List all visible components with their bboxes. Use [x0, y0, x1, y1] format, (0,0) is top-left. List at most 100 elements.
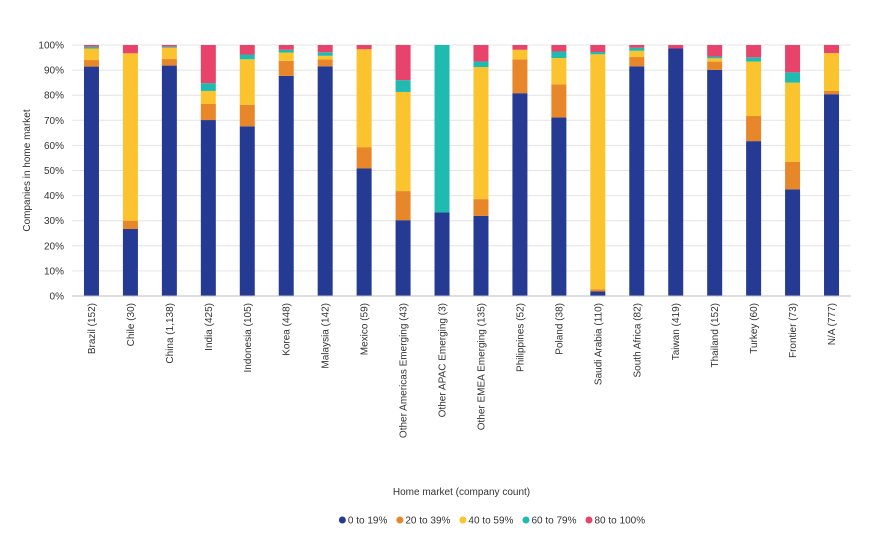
- bar-segment-20-to-39: [551, 84, 567, 118]
- x-tick-label: Other Americas Emerging (43): [399, 303, 410, 438]
- x-tick-label: Frontier (73): [788, 303, 799, 358]
- bar-segment-60-to-79: [434, 45, 450, 213]
- bar-segment-20-to-39: [629, 57, 645, 67]
- legend-item-60-to-79: 60 to 79%: [522, 516, 577, 527]
- x-tick-label: Thailand (152): [710, 303, 721, 367]
- bar-group-other-americas-emerging-43: [395, 45, 411, 296]
- bar-segment-40-to-59: [356, 49, 372, 148]
- bar-group-taiwan-419: [668, 45, 684, 296]
- bar-segment-60-to-79: [278, 49, 294, 53]
- bar-segment-0-to-19: [161, 65, 177, 296]
- bar-segment-0-to-19: [512, 93, 528, 296]
- y-tick-label: 0%: [50, 292, 65, 303]
- bar-segment-0-to-19: [668, 48, 684, 296]
- legend-marker: [338, 516, 346, 524]
- bar-segment-40-to-59: [785, 82, 801, 162]
- bar-segment-60-to-79: [317, 52, 333, 56]
- x-tick-label: Mexico (59): [360, 303, 371, 355]
- bar-segment-20-to-39: [200, 103, 216, 121]
- bar-segment-0-to-19: [473, 215, 489, 296]
- bar-group-frontier-73: [785, 45, 801, 296]
- bar-segment-20-to-39: [707, 61, 723, 70]
- bar-segment-60-to-79: [785, 72, 801, 83]
- bar-segment-80-to-100: [746, 45, 762, 58]
- gridlines: [72, 44, 851, 297]
- legend-label: 80 to 100%: [595, 516, 646, 527]
- bar-segment-0-to-19: [707, 69, 723, 296]
- bar-segment-0-to-19: [83, 66, 99, 296]
- bar-segment-0-to-19: [824, 94, 840, 296]
- bar-segment-80-to-100: [707, 45, 723, 57]
- bar-group-chile-30: [122, 45, 138, 296]
- bar-group-china-1-138: [161, 45, 177, 296]
- bar-segment-60-to-79: [161, 46, 177, 48]
- bar-segment-40-to-59: [590, 54, 606, 290]
- legend-label: 0 to 19%: [348, 516, 388, 527]
- bar-segment-0-to-19: [278, 75, 294, 296]
- legend-item-40-to-59: 40 to 59%: [459, 516, 514, 527]
- bar-segment-20-to-39: [512, 59, 528, 94]
- bar-group-other-emea-emerging-135: [473, 45, 489, 296]
- bar-segment-20-to-39: [395, 191, 411, 221]
- bar-segment-0-to-19: [356, 168, 372, 296]
- y-axis-ticks: 0% 10% 20% 30% 40% 50% 60% 70% 80% 90% 100%: [38, 41, 64, 303]
- legend-label: 60 to 79%: [531, 516, 576, 527]
- bar-segment-40-to-59: [200, 90, 216, 104]
- x-tick-label: Saudi Arabia (110): [593, 303, 604, 385]
- y-axis-title: Companies in home market: [22, 109, 33, 231]
- y-tick-label: 90%: [44, 66, 64, 77]
- bar-group-saudi-arabia-110: [590, 45, 606, 296]
- bar-segment-60-to-79: [590, 52, 606, 55]
- legend: 0 to 19% 20 to 39% 40 to 59% 60 to 79% 80 to…: [338, 516, 646, 527]
- bar-segment-60-to-79: [707, 56, 723, 59]
- bar-segment-40-to-59: [746, 61, 762, 117]
- x-tick-label: China (1,138): [165, 303, 176, 364]
- bar-segment-20-to-39: [590, 289, 606, 292]
- bar-group-n-a-777: [824, 45, 840, 296]
- bar-segment-20-to-39: [83, 60, 99, 67]
- legend-marker: [585, 516, 593, 524]
- bar-segment-0-to-19: [317, 66, 333, 297]
- bar-group-thailand-152: [707, 45, 723, 296]
- y-tick-label: 60%: [44, 141, 64, 152]
- bar-segment-20-to-39: [317, 59, 333, 67]
- bar-segment-80-to-100: [590, 45, 606, 53]
- y-tick-label: 70%: [44, 116, 64, 127]
- bar-group-mexico-59: [356, 45, 372, 296]
- bar-segment-0-to-19: [551, 117, 567, 296]
- bars: [83, 45, 840, 297]
- bar-segment-20-to-39: [473, 199, 489, 216]
- bar-segment-0-to-19: [239, 126, 255, 296]
- bar-segment-40-to-59: [278, 52, 294, 61]
- bar-group-korea-448: [278, 45, 294, 296]
- x-tick-label: Turkey (60): [749, 303, 760, 354]
- bar-segment-80-to-100: [629, 45, 645, 48]
- bar-group-poland-38: [551, 45, 567, 296]
- legend-marker: [459, 516, 467, 524]
- bar-segment-20-to-39: [356, 147, 372, 169]
- legend-item-80-to-100: 80 to 100%: [585, 516, 646, 527]
- bar-segment-80-to-100: [551, 45, 567, 52]
- bar-group-brazil-152: [83, 45, 99, 296]
- y-tick-label: 30%: [44, 216, 64, 227]
- bar-group-indonesia-105: [239, 45, 255, 296]
- bar-segment-40-to-59: [629, 50, 645, 58]
- bar-segment-40-to-59: [122, 53, 138, 221]
- y-tick-label: 100%: [38, 41, 64, 52]
- bar-segment-80-to-100: [83, 45, 99, 47]
- bar-segment-20-to-39: [785, 161, 801, 190]
- x-axis-title: Home market (company count): [393, 487, 530, 498]
- bar-segment-20-to-39: [122, 220, 138, 229]
- bar-segment-60-to-79: [746, 57, 762, 62]
- bar-segment-40-to-59: [317, 55, 333, 60]
- y-tick-label: 40%: [44, 191, 64, 202]
- legend-label: 40 to 59%: [468, 516, 513, 527]
- bar-segment-60-to-79: [395, 80, 411, 92]
- bar-segment-40-to-59: [824, 53, 840, 91]
- bar-group-philippines-52: [512, 45, 528, 296]
- bar-segment-80-to-100: [395, 45, 411, 81]
- x-tick-label: Chile (30): [126, 303, 137, 346]
- bar-group-malaysia-142: [317, 45, 333, 297]
- bar-segment-80-to-100: [473, 45, 489, 62]
